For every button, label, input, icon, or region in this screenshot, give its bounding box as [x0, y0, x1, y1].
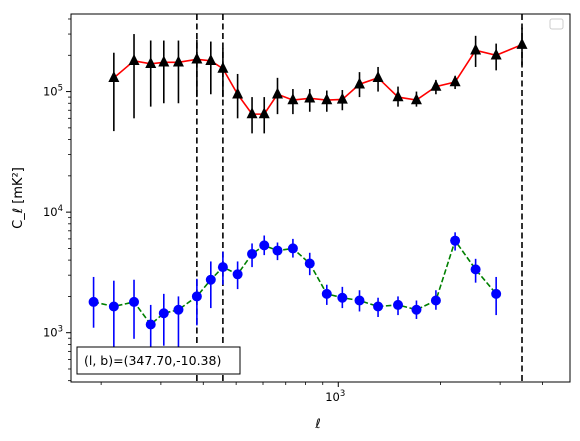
- data-point-triangle: [217, 61, 229, 73]
- data-point-circle: [321, 288, 332, 299]
- data-point-circle: [337, 292, 348, 303]
- y-tick-exponent: 3: [58, 325, 63, 335]
- x-axis-title: ℓ: [314, 417, 320, 432]
- data-markers: [88, 37, 528, 330]
- x-tick-exponent: 3: [340, 389, 345, 399]
- data-point-circle: [145, 319, 156, 330]
- data-point-triangle: [108, 71, 120, 83]
- data-point-triangle: [410, 93, 422, 105]
- data-point-circle: [158, 308, 169, 319]
- data-point-triangle: [304, 91, 316, 103]
- data-point-circle: [232, 269, 243, 280]
- y-tick-exponent: 4: [58, 204, 63, 214]
- data-point-circle: [272, 245, 283, 256]
- data-point-circle: [259, 240, 270, 251]
- data-point-circle: [354, 295, 365, 306]
- data-point-triangle: [336, 92, 348, 104]
- data-point-circle: [304, 258, 315, 269]
- data-point-triangle: [145, 56, 157, 68]
- data-point-triangle: [321, 93, 333, 105]
- data-point-circle: [411, 304, 422, 315]
- data-point-circle: [287, 243, 298, 254]
- data-point-triangle: [232, 87, 244, 99]
- data-point-circle: [393, 299, 404, 310]
- data-point-circle: [470, 264, 481, 275]
- y-axis-title: C_ℓ [mK²]: [11, 167, 26, 229]
- data-point-circle: [373, 301, 384, 312]
- data-point-triangle: [191, 52, 203, 64]
- data-point-triangle: [372, 71, 384, 83]
- data-point-circle: [88, 296, 99, 307]
- legend-box: [549, 18, 564, 30]
- plot-area: [71, 14, 570, 382]
- data-point-circle: [491, 288, 502, 299]
- data-point-circle: [247, 248, 258, 259]
- data-point-triangle: [172, 55, 184, 67]
- data-point-triangle: [490, 48, 502, 60]
- data-point-triangle: [272, 87, 283, 99]
- data-point-circle: [191, 291, 202, 302]
- data-point-triangle: [430, 79, 442, 91]
- annotation-box: (l, b)=(347.70,-10.38): [76, 346, 241, 375]
- data-point-triangle: [470, 43, 482, 55]
- data-point-triangle: [205, 53, 217, 65]
- data-point-circle: [430, 295, 441, 306]
- y-tick-exponent: 5: [58, 84, 63, 94]
- data-point-circle: [173, 304, 184, 315]
- plot-frame: [70, 13, 571, 383]
- data-point-circle: [129, 296, 140, 307]
- data-point-triangle: [516, 37, 528, 49]
- data-point-circle: [108, 301, 119, 312]
- data-point-triangle: [449, 75, 461, 87]
- annotation-frame: [76, 346, 241, 375]
- data-point-triangle: [354, 77, 365, 89]
- data-point-triangle: [392, 90, 404, 102]
- data-point-triangle: [287, 93, 299, 105]
- data-point-triangle: [258, 107, 270, 119]
- data-point-triangle: [128, 53, 140, 65]
- data-point-circle: [217, 262, 228, 273]
- data-point-circle: [450, 235, 461, 246]
- data-point-triangle: [158, 55, 170, 67]
- annotation-text: (l, b)=(347.70,-10.38): [84, 353, 221, 368]
- data-point-triangle: [246, 107, 258, 119]
- data-point-circle: [205, 274, 216, 285]
